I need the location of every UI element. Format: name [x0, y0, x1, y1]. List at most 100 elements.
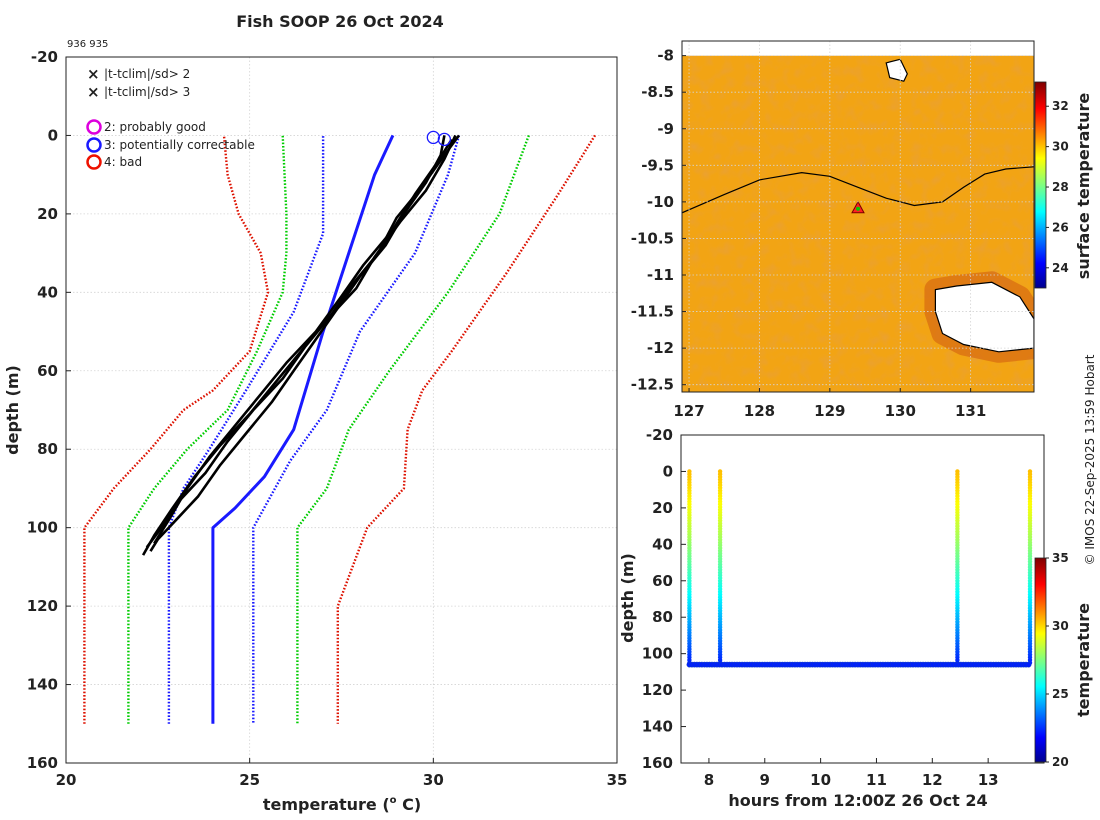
time-depth-y-tick-label: 0 [663, 462, 673, 480]
profile-line-drop-3 [153, 138, 453, 545]
map-colorbar-tick-label: 30 [1052, 140, 1069, 154]
imos-credit: © IMOS 22-Sep-2025 13:59 Hobart [1083, 354, 1097, 565]
map-colorbar-tick-label: 24 [1052, 261, 1069, 275]
map-y-tick-label: -10 [647, 193, 674, 211]
profile-line-drop-1 [149, 135, 446, 552]
map-colorbar-label: surface temperature [1074, 93, 1093, 280]
bottom-sample-point [1025, 661, 1032, 668]
map-x-tick-label: 131 [955, 402, 986, 420]
time-depth-frame [680, 434, 1045, 764]
map-y-tick-label: -9.5 [641, 156, 674, 174]
island-south-island [934, 281, 1034, 353]
map-y-tick-label: -8 [657, 47, 674, 65]
profile-x-tick-label: 35 [607, 771, 628, 789]
legend-qc3-label: 3: potentially correctable [104, 138, 255, 152]
legend-sd3-label: |t-tclim|/sd> 3 [104, 85, 190, 99]
time-depth-colorbar-ticks: 20 25 30 35 [1046, 551, 1069, 769]
profile-x-tick-label: 30 [423, 771, 444, 789]
time-depth-y-axis-label: depth (m) [618, 553, 637, 643]
time-depth-x-tick-label: 10 [810, 771, 831, 789]
profile-legend: × |t-tclim|/sd> 2 × |t-tclim|/sd> 3 2: p… [86, 65, 255, 170]
station-dot [856, 206, 860, 211]
time-depth-y-tick-label: 20 [652, 499, 673, 517]
map-y-tick-label: -8.5 [641, 83, 674, 101]
map-y-tick-label: -9 [657, 120, 674, 138]
figure-title: Fish SOOP 26 Oct 2024 [236, 12, 444, 31]
legend-sd2-label: |t-tclim|/sd> 2 [104, 67, 190, 81]
profile-grid [65, 56, 618, 764]
time-depth-x-tick-label: 11 [866, 771, 887, 789]
map-colorbar-tick-label: 32 [1052, 99, 1069, 113]
map-x-tick-label: 128 [744, 402, 775, 420]
map-y-tick-label: -12 [647, 339, 674, 357]
map-y-tick-label: -11.5 [631, 303, 674, 321]
profile-y-tick-label: 160 [27, 754, 58, 772]
map-colorbar-tick-label: 28 [1052, 180, 1069, 194]
time-depth-y-tick-label: -20 [646, 426, 673, 444]
time-depth-axis-ticks: 8 9 10 11 12 13 -20 0 20 40 60 80 100 120 140 160 [642, 426, 999, 789]
profile-y-tick-label: 140 [27, 676, 58, 694]
legend-qc3-circle [86, 137, 102, 153]
time-depth-x-tick-label: 8 [704, 771, 714, 789]
profile-line-clim-4sd [296, 134, 530, 724]
profile-lines [83, 130, 597, 724]
profile-plot-frame [65, 56, 618, 764]
profile-line-drop-4 [145, 134, 461, 549]
profile-line-clim-2sd [167, 135, 325, 724]
legend-red-x-marker: × [87, 83, 100, 101]
profile-y-tick-label: 120 [27, 597, 58, 615]
profile-y-tick-label: 60 [37, 362, 58, 380]
time-depth-colorbar [1034, 557, 1047, 763]
profile-y-tick-label: 100 [27, 519, 58, 537]
time-depth-y-tick-label: 80 [652, 608, 673, 626]
map-y-tick-label: -11 [647, 266, 674, 284]
map-frame [681, 40, 1035, 393]
time-depth-x-tick-label: 9 [760, 771, 770, 789]
time-depth-colorbar-tick-label: 25 [1052, 687, 1069, 701]
profile-y-tick-label: 80 [37, 440, 58, 458]
profile-y-tick-label: -20 [31, 48, 58, 66]
map-colorbar-tick-label: 26 [1052, 220, 1069, 234]
profile-x-tick-label: 20 [56, 771, 77, 789]
profile-line-climatology [211, 134, 395, 724]
time-depth-y-tick-label: 120 [642, 681, 673, 699]
drop-ids-label: 936 935 [67, 39, 108, 50]
time-depth-x-axis-label: hours from 12:00Z 26 Oct 24 [728, 791, 987, 810]
profile-y-tick-label: 40 [37, 283, 58, 301]
time-depth-y-tick-label: 140 [642, 718, 673, 736]
profile-y-tick-label: 0 [48, 126, 58, 144]
time-depth-colorbar-tick-label: 35 [1052, 551, 1069, 565]
qc-flag-marker [437, 132, 452, 147]
map-y-tick-label: -12.5 [631, 376, 674, 394]
map-colorbar-ticks: 24 26 28 30 32 [1046, 99, 1069, 275]
map-x-tick-label: 129 [814, 402, 845, 420]
time-depth-colorbar-label: temperature [1074, 603, 1093, 717]
time-depth-colorbar-tick-label: 20 [1052, 755, 1069, 769]
time-depth-colorbar-tick-label: 30 [1052, 619, 1069, 633]
map-y-tick-label: -10.5 [631, 229, 674, 247]
profile-line-clim-4sd [127, 135, 288, 724]
profile-axis-ticks: 20 25 30 35 -20 0 20 40 60 80 100 120 140 160 [27, 48, 628, 789]
map-grid [682, 41, 1034, 392]
legend-qc4-circle [86, 154, 102, 170]
time-depth-x-tick-label: 13 [978, 771, 999, 789]
island-north-island [885, 58, 908, 82]
legend-qc4-label: 4: bad [104, 155, 142, 169]
map-colorbar [1034, 81, 1047, 289]
profile-line-clim-2sd [252, 135, 461, 724]
map-axis-ticks: 127 128 129 130 131 -8 -8.5 -9 -9.5 -10 -10.5 -11 -1… [631, 47, 987, 420]
profile-y-axis-label: depth (m) [3, 365, 22, 455]
legend-qc2-label: 2: probably good [104, 120, 206, 134]
time-depth-x-tick-label: 12 [922, 771, 943, 789]
legend-green-x-marker: × [87, 65, 100, 83]
profile-line-clim-6sd [83, 135, 270, 724]
time-depth-y-tick-label: 60 [652, 572, 673, 590]
time-depth-y-tick-label: 100 [642, 645, 673, 663]
map-x-tick-label: 130 [885, 402, 916, 420]
profile-y-tick-label: 20 [37, 205, 58, 223]
legend-qc2-circle [86, 119, 102, 135]
map-x-tick-label: 127 [673, 402, 704, 420]
profile-line-drop-2 [141, 134, 457, 556]
map-no-data-band [682, 41, 1034, 56]
